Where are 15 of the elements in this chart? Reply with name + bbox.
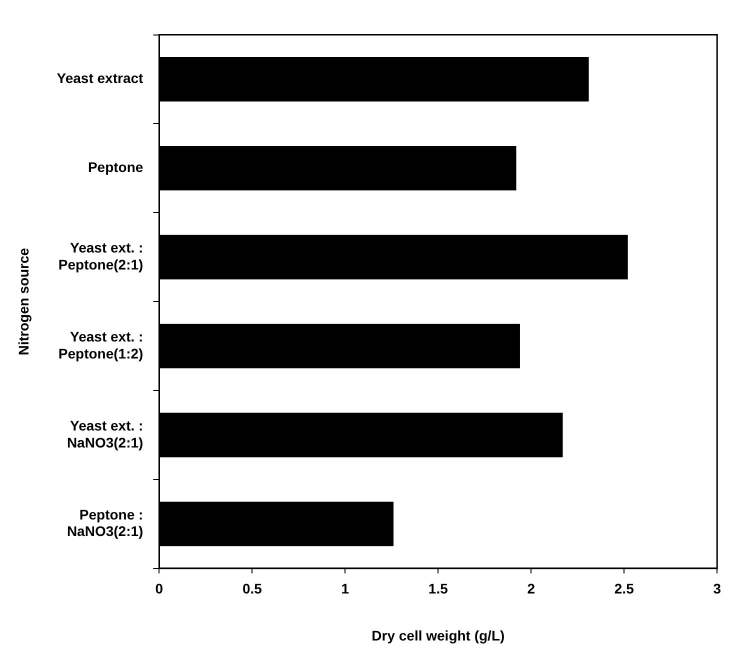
y-axis-title: Nitrogen source [15, 248, 32, 356]
x-tick-label: 0.5 [242, 580, 262, 597]
x-axis-title: Dry cell weight (g/L) [372, 627, 505, 644]
y-tick-label: Peptone : NaNO3(2:1) [66, 506, 144, 540]
y-tick-label: Peptone [88, 159, 144, 176]
x-tick-label: 0 [155, 580, 164, 597]
x-tick-label: 2 [527, 580, 536, 597]
y-tick-label: Yeast ext. : Peptone(1:2) [58, 328, 144, 362]
x-tick-label: 2.5 [614, 580, 634, 597]
y-tick-label: Yeast ext. : NaNO3(2:1) [66, 417, 144, 450]
y-tick-label: Yeast ext. : Peptone(2:1) [58, 240, 144, 272]
x-tick-label: 3 [713, 580, 722, 597]
x-tick-label: 1.5 [428, 580, 448, 597]
x-tick-label: 1 [341, 580, 350, 597]
y-tick-label: Yeast extract [56, 70, 144, 86]
